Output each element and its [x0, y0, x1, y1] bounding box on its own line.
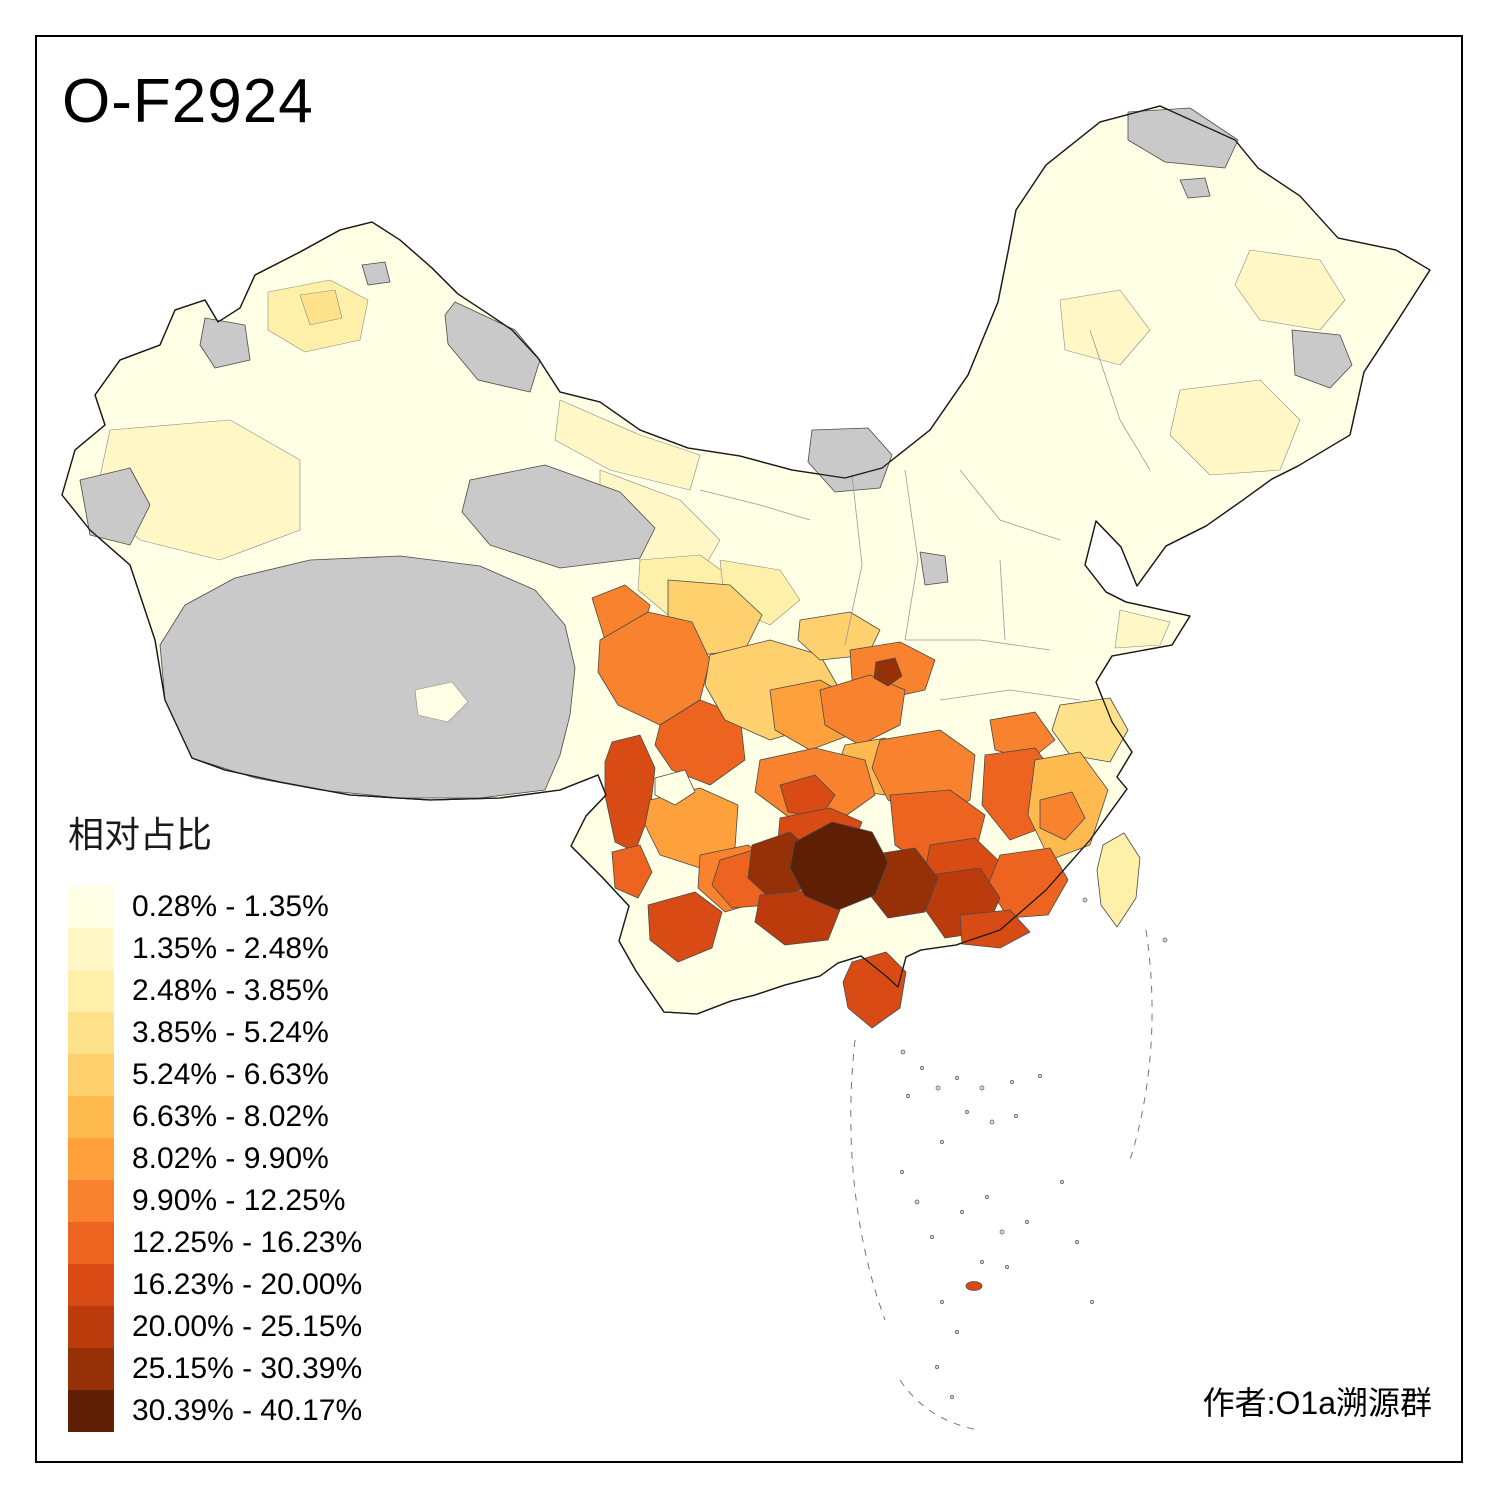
- map-province-lines: [699, 329, 1151, 701]
- legend-swatch: [68, 1306, 114, 1348]
- legend-item: 6.63% - 8.02%: [68, 1096, 362, 1138]
- legend-item: 5.24% - 6.63%: [68, 1054, 362, 1096]
- legend-label: 5.24% - 6.63%: [132, 1058, 329, 1091]
- legend-item: 0.28% - 1.35%: [68, 886, 362, 928]
- legend-swatch: [68, 1012, 114, 1054]
- map-region-border-nodata-1: [199, 317, 251, 369]
- map-region-ne-right-nodata: [1291, 329, 1353, 389]
- legend-item: 3.85% - 5.24%: [68, 1012, 362, 1054]
- legend-item: 1.35% - 2.48%: [68, 928, 362, 970]
- map-islands: [842, 832, 1168, 1029]
- map-region-guangxi-core-darkest: [789, 821, 889, 911]
- legend-label: 1.35% - 2.48%: [132, 932, 329, 965]
- map-region-tibet-nodata: [159, 555, 576, 799]
- legend-swatch: [68, 970, 114, 1012]
- map-region-north-small-nodata: [919, 551, 949, 586]
- map-region-liangshan: [654, 699, 746, 786]
- map-region-northeast-east: [1234, 249, 1346, 331]
- map-region-mohe-nodata: [1127, 107, 1239, 169]
- legend-title: 相对占比: [68, 814, 213, 855]
- legend-swatch: [68, 1390, 114, 1432]
- map-region-ili-core: [299, 289, 343, 326]
- map-region-xinjiang-small-nodata: [361, 261, 391, 286]
- legend-item: 12.25% - 16.23%: [68, 1222, 362, 1264]
- legend-label: 8.02% - 9.90%: [132, 1142, 329, 1175]
- legend-swatch: [68, 1348, 114, 1390]
- legend-label: 20.00% - 25.15%: [132, 1310, 363, 1343]
- legend-swatch: [68, 1054, 114, 1096]
- map-region-haixi-nodata: [461, 464, 656, 569]
- legend-swatch: [68, 1180, 114, 1222]
- map-region-inner-mongolia-west: [554, 399, 701, 491]
- map-region-west-xinjiang-nodata: [79, 467, 151, 546]
- legend-label: 25.15% - 30.39%: [132, 1352, 363, 1385]
- map-region-sea-islet-colored: [965, 1281, 983, 1291]
- map-region-enshi-dark-spot: [873, 657, 903, 687]
- south-china-sea-islands: [850, 929, 1153, 1431]
- offshore-islet: [1162, 937, 1168, 943]
- page-title: O-F2924: [62, 67, 314, 136]
- map-region-yunnan-sw: [611, 844, 653, 899]
- legend-swatch: [68, 1222, 114, 1264]
- legend-label: 12.25% - 16.23%: [132, 1226, 363, 1259]
- legend-label: 3.85% - 5.24%: [132, 1016, 329, 1049]
- legend-item: 8.02% - 9.90%: [68, 1138, 362, 1180]
- map-low-frequency-regions: [94, 249, 1346, 649]
- map-region-yunnan-south: [647, 891, 723, 963]
- legend-swatch: [68, 1138, 114, 1180]
- map-high-frequency-regions: [591, 579, 1129, 963]
- map-region-ne-small-nodata: [1179, 177, 1211, 199]
- mainland-outline: [61, 105, 1431, 1015]
- map-region-hainan: [842, 951, 907, 1029]
- legend-label: 0.28% - 1.35%: [132, 890, 329, 923]
- map-region-hami-nodata: [444, 301, 541, 393]
- legend: 相对占比 0.28% - 1.35% 1.35% - 2.48% 2.48% -…: [68, 806, 362, 1432]
- author-credit: 作者:O1a溯源群: [1202, 1385, 1432, 1421]
- map-region-heilongjiang-mid: [1059, 289, 1151, 366]
- map-region-chongqing: [819, 674, 906, 746]
- legend-label: 2.48% - 3.85%: [132, 974, 329, 1007]
- legend-label: 30.39% - 40.17%: [132, 1394, 363, 1427]
- map-region-fujian-inland: [1039, 791, 1086, 841]
- legend-swatch: [68, 1096, 114, 1138]
- legend-label: 16.23% - 20.00%: [132, 1268, 363, 1301]
- map-region-shandong-east: [1114, 609, 1171, 649]
- legend-item: 30.39% - 40.17%: [68, 1390, 362, 1432]
- legend-item: 9.90% - 12.25%: [68, 1180, 362, 1222]
- legend-swatch: [68, 886, 114, 928]
- legend-swatch: [68, 928, 114, 970]
- legend-swatch: [68, 1264, 114, 1306]
- map-region-taiwan: [1096, 832, 1141, 928]
- legend-item: 16.23% - 20.00%: [68, 1264, 362, 1306]
- map-region-guizhou-dark: [779, 774, 836, 819]
- map-region-jiangxi-north: [989, 711, 1056, 761]
- map-region-jilin: [1169, 379, 1301, 476]
- legend-item: 2.48% - 3.85%: [68, 970, 362, 1012]
- map-region-yunnan-pale-patch: [654, 769, 696, 806]
- legend-label: 6.63% - 8.02%: [132, 1100, 329, 1133]
- legend-item: 25.15% - 30.39%: [68, 1348, 362, 1390]
- legend-label: 9.90% - 12.25%: [132, 1184, 346, 1217]
- map-region-lhasa-patch: [414, 681, 469, 723]
- legend-item: 20.00% - 25.15%: [68, 1306, 362, 1348]
- map-no-data-regions: [79, 107, 1353, 799]
- penghu-islet: [1082, 897, 1088, 903]
